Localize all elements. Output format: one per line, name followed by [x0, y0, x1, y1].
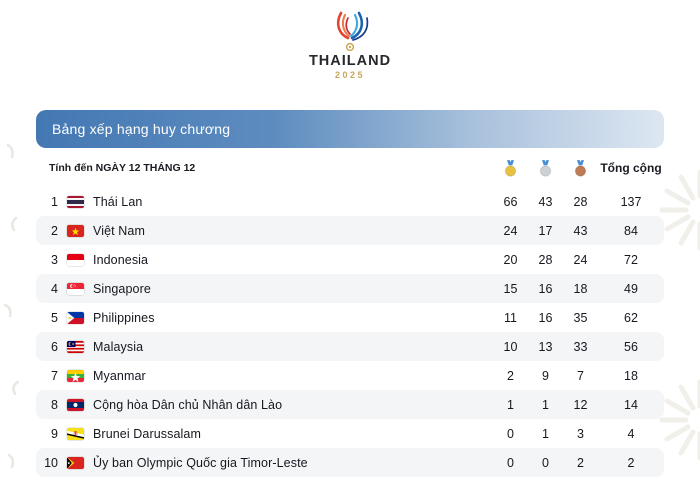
country-name: Myanmar — [93, 368, 146, 383]
total-cell: 14 — [624, 397, 638, 412]
country-name: Cộng hòa Dân chủ Nhân dân Lào — [93, 397, 283, 412]
left-margin-pattern — [3, 143, 20, 469]
bronze-cell: 43 — [573, 223, 588, 238]
silver-cell: 43 — [538, 194, 553, 209]
medal-standings-panel: THAILAND 2025 Bảng xếp hạng huy chương T… — [36, 0, 664, 490]
flag-tl-icon — [67, 456, 84, 469]
country-name: Malaysia — [93, 339, 144, 354]
gold-cell: 24 — [503, 223, 518, 238]
flag-mm-icon — [67, 369, 84, 382]
bronze-cell: 7 — [577, 368, 584, 383]
silver-cell: 16 — [538, 310, 553, 325]
flag-id-icon — [67, 253, 84, 266]
gold-cell: 15 — [503, 281, 518, 296]
bronze-cell: 35 — [573, 310, 588, 325]
table-row: 6 Malaysia 10 13 33 56 — [36, 332, 664, 361]
table-row: 3 Indonesia 20 28 24 72 — [36, 245, 664, 274]
gold-medal-icon — [493, 159, 528, 177]
total-cell: 137 — [620, 194, 642, 209]
rank-cell: 10 — [44, 455, 58, 470]
bronze-cell: 28 — [573, 194, 588, 209]
gold-cell: 2 — [507, 368, 514, 383]
table-row: 10 Ủy ban Olympic Quốc gia Timor-Leste 0… — [36, 448, 664, 477]
rank-cell: 9 — [51, 426, 58, 441]
logo-country-title: THAILAND — [308, 53, 392, 69]
silver-medal-icon — [528, 159, 563, 177]
table-row: 1 Thái Lan 66 43 28 137 — [36, 187, 664, 216]
total-cell: 18 — [624, 368, 638, 383]
flag-ph-icon — [67, 311, 84, 324]
rank-cell: 2 — [51, 223, 58, 238]
sea-games-emblem-icon — [336, 11, 369, 52]
gold-cell: 0 — [507, 455, 514, 470]
table-row: 2 Việt Nam 24 17 43 84 — [36, 216, 664, 245]
total-cell: 49 — [624, 281, 638, 296]
total-cell: 4 — [627, 426, 635, 441]
gold-cell: 1 — [507, 397, 514, 412]
logo-year: 2025 — [334, 70, 366, 80]
updated-as-of-label: Tính đến NGÀY 12 THÁNG 12 — [49, 162, 196, 174]
country-name: Việt Nam — [93, 223, 145, 238]
total-cell: 72 — [624, 252, 638, 267]
country-name: Ủy ban Olympic Quốc gia Timor-Leste — [93, 455, 308, 470]
flag-th-icon — [67, 195, 84, 208]
silver-cell: 16 — [538, 281, 553, 296]
medal-table-banner: Bảng xếp hạng huy chương — [36, 110, 664, 148]
silver-cell: 1 — [542, 426, 549, 441]
silver-cell: 0 — [542, 455, 549, 470]
games-logo: THAILAND 2025 — [36, 6, 664, 80]
silver-cell: 9 — [542, 368, 549, 383]
total-cell: 62 — [624, 310, 638, 325]
silver-cell: 28 — [538, 252, 553, 267]
country-name: Singapore — [93, 281, 151, 296]
bronze-cell: 2 — [577, 455, 584, 470]
country-name: Brunei Darussalam — [93, 426, 201, 441]
table-row: 8 Cộng hòa Dân chủ Nhân dân Lào 1 1 12 1… — [36, 390, 664, 419]
country-name: Philippines — [93, 310, 155, 325]
bronze-medal-icon — [563, 159, 598, 177]
gold-cell: 11 — [504, 310, 517, 325]
table-row: 9 Brunei Darussalam 0 1 3 4 — [36, 419, 664, 448]
flag-la-icon — [67, 398, 84, 411]
total-cell: 84 — [624, 223, 638, 238]
gold-cell: 66 — [503, 194, 518, 209]
flag-my-icon — [67, 340, 84, 353]
silver-cell: 1 — [542, 397, 549, 412]
bronze-cell: 3 — [577, 426, 584, 441]
bronze-cell: 18 — [573, 281, 588, 296]
rank-cell: 5 — [51, 310, 58, 325]
country-name: Indonesia — [93, 252, 149, 267]
rank-cell: 8 — [51, 397, 58, 412]
rank-cell: 1 — [51, 194, 58, 209]
bronze-cell: 24 — [573, 252, 588, 267]
silver-cell: 13 — [538, 339, 553, 354]
rank-cell: 7 — [51, 368, 58, 383]
flag-bn-icon — [67, 427, 84, 440]
rank-cell: 3 — [51, 252, 58, 267]
country-name: Thái Lan — [93, 194, 143, 209]
gold-cell: 10 — [503, 339, 518, 354]
rank-cell: 6 — [51, 339, 58, 354]
banner-title: Bảng xếp hạng huy chương — [52, 121, 231, 137]
table-row: 7 Myanmar 2 9 7 18 — [36, 361, 664, 390]
flag-sg-icon — [67, 282, 84, 295]
bronze-cell: 33 — [573, 339, 588, 354]
total-cell: 2 — [627, 455, 635, 470]
gold-cell: 0 — [507, 426, 514, 441]
flag-vn-icon — [67, 224, 84, 237]
bronze-cell: 12 — [573, 397, 588, 412]
table-row: 4 Singapore 15 16 18 49 — [36, 274, 664, 303]
standings-rows: 1 Thái Lan 66 43 28 137 2 Việt Nam 24 17… — [36, 187, 664, 477]
total-column-header: Tổng cộng — [600, 161, 662, 175]
gold-cell: 20 — [503, 252, 518, 267]
table-header-row: Tính đến NGÀY 12 THÁNG 12 Tổng cộng — [36, 150, 664, 186]
table-row: 5 Philippines 11 16 35 62 — [36, 303, 664, 332]
silver-cell: 17 — [538, 223, 553, 238]
rank-cell: 4 — [51, 281, 58, 296]
total-cell: 56 — [624, 339, 638, 354]
